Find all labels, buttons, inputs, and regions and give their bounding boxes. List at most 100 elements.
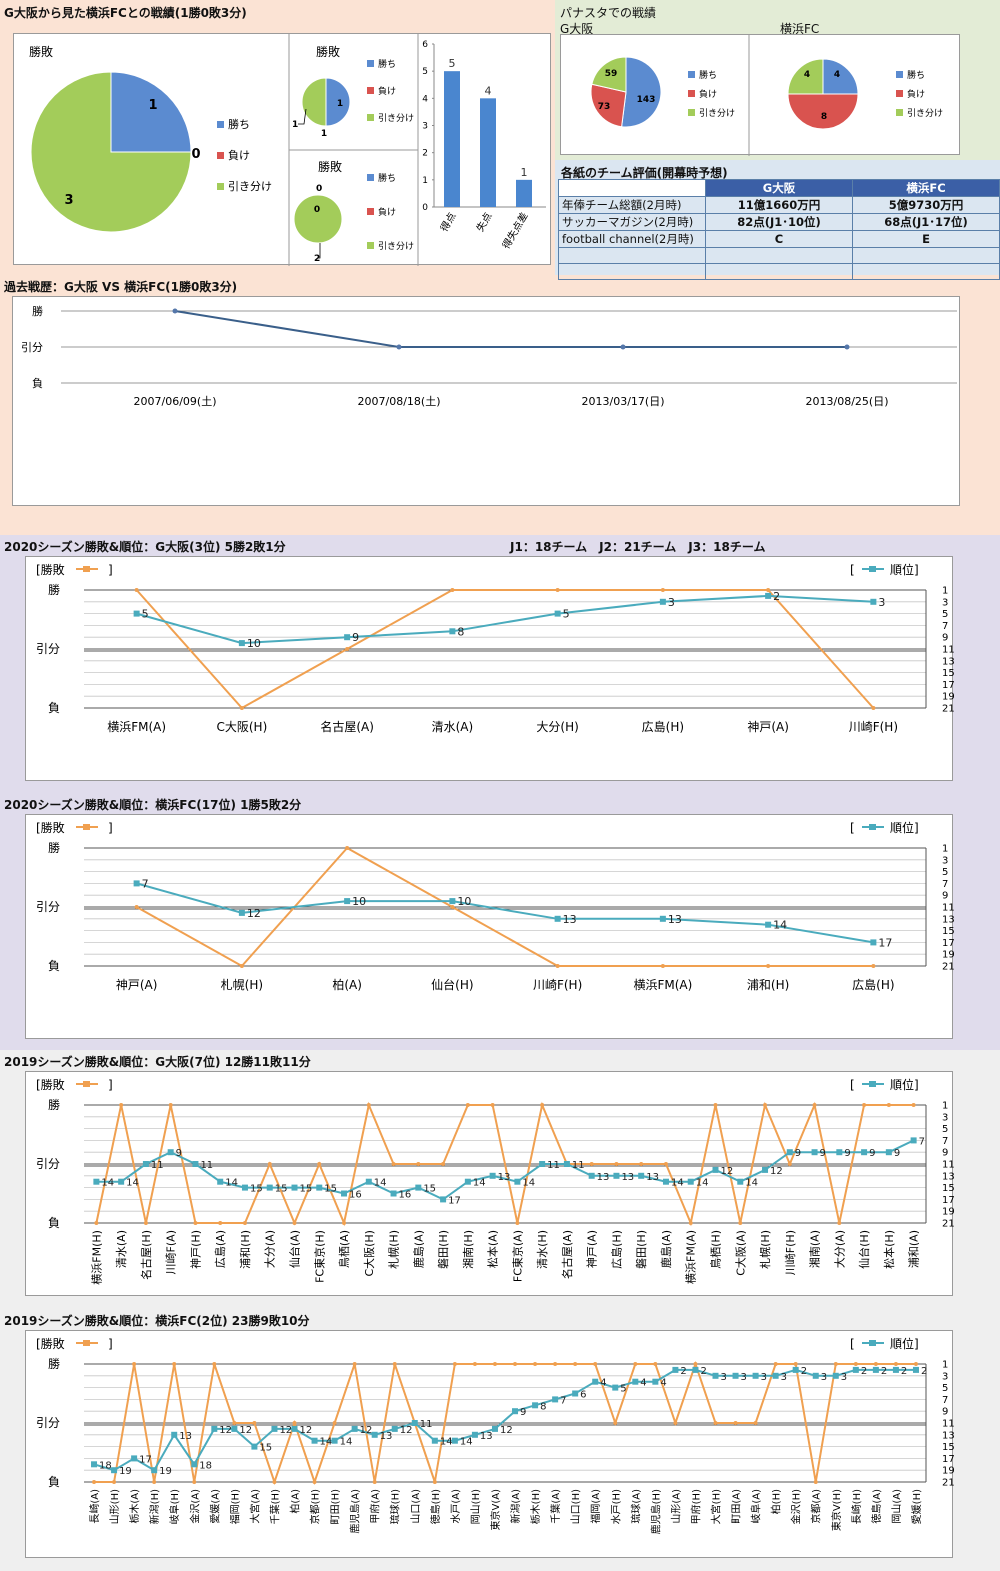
history-date-label: 2013/08/25(日)	[806, 395, 889, 408]
rank-tick-label: 7	[942, 1395, 948, 1406]
category-label: 山口(H)	[570, 1489, 582, 1524]
result-axis-label: 負	[48, 1216, 60, 1230]
result-marker	[555, 588, 560, 592]
rank-data-label: 4	[600, 1378, 606, 1389]
rank-data-label: 5	[620, 1384, 626, 1395]
result-marker	[688, 1221, 693, 1225]
result-axis-label: 負	[48, 959, 60, 973]
result-marker	[663, 1162, 668, 1166]
rank-marker	[351, 1425, 358, 1432]
category-label: FC東京(A)	[510, 1230, 524, 1282]
rank-data-label: 3	[721, 1372, 727, 1383]
legend-label: 負け	[699, 88, 717, 100]
bar-category-label: 得点	[438, 211, 458, 234]
rank-marker	[765, 592, 772, 599]
y2019-chart-plot: [勝敗][順位]13579111315171921勝引分負18191719131…	[36, 1336, 954, 1534]
rank-data-label: 2	[881, 1366, 887, 1377]
rank-data-label: 14	[340, 1437, 353, 1448]
rank-data-label: 14	[671, 1178, 684, 1189]
result-marker	[573, 1362, 578, 1366]
rank-data-label: 12	[239, 1425, 252, 1436]
rank-data-label: 14	[101, 1178, 114, 1189]
pie-data-label: 4	[834, 70, 840, 80]
bar-y-tick: 1	[422, 176, 428, 186]
eval-header-blank	[558, 179, 706, 197]
legend-swatch	[217, 121, 224, 128]
result-marker	[660, 964, 665, 968]
rank-data-label: 14	[320, 1437, 333, 1448]
category-label: 名古屋(A)	[560, 1230, 574, 1279]
rank-data-label: 13	[621, 1172, 634, 1183]
rank-tick-label: 11	[942, 1160, 954, 1171]
legend-label: 引き分け	[699, 108, 735, 119]
leader-line	[298, 108, 307, 125]
legend-swatch	[367, 242, 374, 249]
eval-title: 各紙のチーム評価(開幕時予想)	[561, 166, 728, 180]
rank-marker	[613, 1172, 620, 1179]
result-marker	[871, 706, 876, 710]
result-marker	[911, 1103, 916, 1107]
rank-marker	[118, 1178, 125, 1185]
rank-data-label: 5	[142, 608, 149, 621]
result-legend-marker	[83, 1081, 90, 1087]
category-label: 岐阜(H)	[168, 1489, 181, 1524]
rank-data-label: 2	[901, 1366, 907, 1377]
g2019-chart-panel: [勝敗][順位] 1 3 5 7 9 11 13 15 17 19 21 勝引分負 14 14 11 9 11 14…	[25, 1071, 954, 1296]
result-marker	[713, 1103, 718, 1107]
category-label: 徳島(H)	[429, 1489, 442, 1524]
result-marker	[589, 1162, 594, 1166]
category-label: 広島(A)	[213, 1230, 227, 1268]
result-legend-close: ]	[108, 1078, 113, 1092]
bar	[444, 71, 460, 207]
result-axis-label: 引分	[36, 1416, 60, 1430]
pie-slice	[822, 58, 859, 95]
y2019-title: 2019シーズン勝敗&順位：横浜FC(2位) 23勝9敗10分	[4, 1314, 310, 1328]
bar-category-label: 得失点差	[499, 210, 530, 251]
result-marker	[172, 1362, 177, 1366]
rank-data-label: 13	[498, 1172, 511, 1183]
category-label: 新潟(H)	[148, 1489, 161, 1524]
result-marker	[239, 964, 244, 968]
rank-legend-open: [	[850, 821, 855, 835]
category-label: 甲府(H)	[689, 1489, 702, 1524]
result-marker	[267, 1162, 272, 1166]
rank-marker	[514, 1178, 521, 1185]
pie-data-label: 0	[191, 147, 200, 162]
result-marker	[432, 1480, 437, 1484]
pie-data-label: 8	[821, 112, 827, 122]
result-marker	[441, 1162, 446, 1166]
category-label: 磐田(H)	[634, 1230, 648, 1269]
category-label: 清水(A)	[115, 1230, 128, 1268]
rank-data-label: 13	[668, 913, 682, 926]
rank-marker	[411, 1420, 418, 1426]
category-label: 琉球(H)	[389, 1489, 402, 1524]
rank-data-label: 2	[801, 1366, 807, 1377]
rank-data-label: 12	[300, 1425, 313, 1436]
category-label: 愛媛(A)	[208, 1489, 221, 1524]
legend-label: 負け	[378, 206, 396, 218]
legend-swatch	[217, 183, 224, 190]
category-label: 横浜FM(H)	[89, 1230, 103, 1285]
category-label: 琉球(A)	[629, 1489, 642, 1524]
result-marker	[738, 1221, 743, 1225]
g2020-chart-panel: [勝敗][順位] 1 3 5 7 9 11 13 15 17 19 21 勝引分負 5 10 9 8 5 3 2 3 横浜…	[25, 556, 954, 781]
eval-cell	[705, 247, 853, 264]
rank-marker	[291, 1184, 298, 1191]
rank-data-label: 10	[352, 895, 366, 908]
category-label: 松本(H)	[882, 1230, 896, 1269]
rank-marker	[316, 1184, 323, 1191]
history-axis-label: 勝	[32, 304, 43, 318]
category-label: 鹿児島(H)	[649, 1489, 662, 1534]
result-marker	[513, 1362, 518, 1366]
rank-marker	[692, 1366, 699, 1373]
rank-data-label: 9	[795, 1148, 801, 1159]
category-label: FC東京(H)	[312, 1230, 326, 1283]
rank-legend-label: 順位]	[890, 562, 919, 577]
category-label: 岐阜(A)	[750, 1489, 763, 1524]
rank-marker	[554, 915, 561, 922]
rank-legend-marker	[869, 1081, 876, 1087]
result-marker	[242, 1221, 247, 1225]
rank-data-label: 3	[668, 596, 675, 609]
rank-data-label: 4	[640, 1378, 646, 1389]
rank-data-label: 12	[770, 1166, 783, 1177]
